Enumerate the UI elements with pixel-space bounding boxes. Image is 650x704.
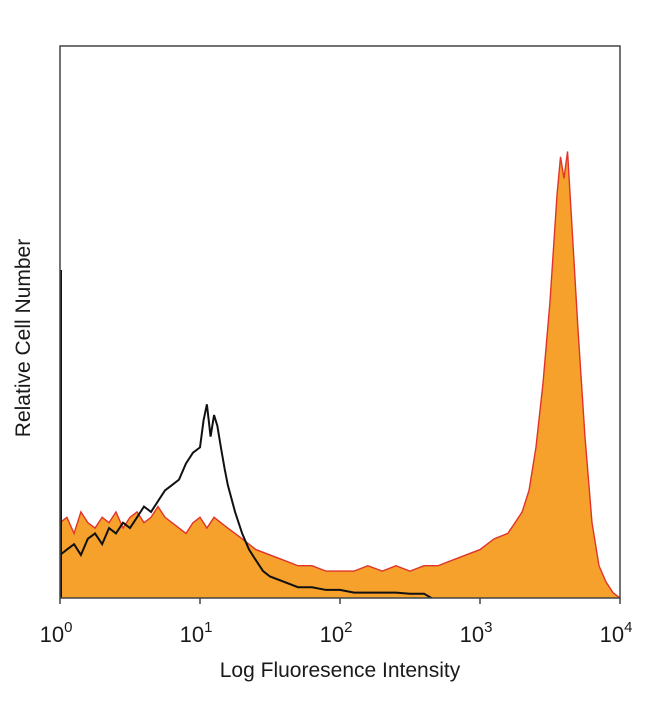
x-axis-ticks: 100 101 102 103 104 [40,598,633,647]
control-histogram-line [60,404,432,598]
x-tick-label: 102 [320,619,353,647]
x-tick-label: 100 [40,619,73,647]
x-tick-label: 104 [600,619,633,647]
y-axis-label: Relative Cell Number [12,239,35,437]
x-axis-label: Log Fluoresence Intensity [220,659,461,682]
x-tick-label: 101 [180,619,213,647]
stained-histogram-edge [60,151,620,598]
stained-histogram-fill [60,151,620,598]
x-tick-label: 103 [460,619,493,647]
